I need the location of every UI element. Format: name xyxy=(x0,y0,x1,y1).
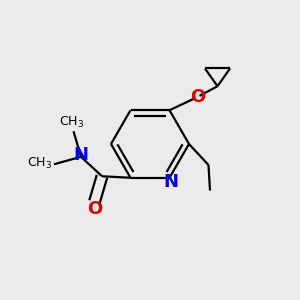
Text: O: O xyxy=(87,200,102,218)
Text: N: N xyxy=(74,146,88,164)
Text: CH$_3$: CH$_3$ xyxy=(59,115,85,130)
Text: O: O xyxy=(190,88,206,106)
Text: N: N xyxy=(164,173,178,191)
Text: CH$_3$: CH$_3$ xyxy=(27,156,52,171)
